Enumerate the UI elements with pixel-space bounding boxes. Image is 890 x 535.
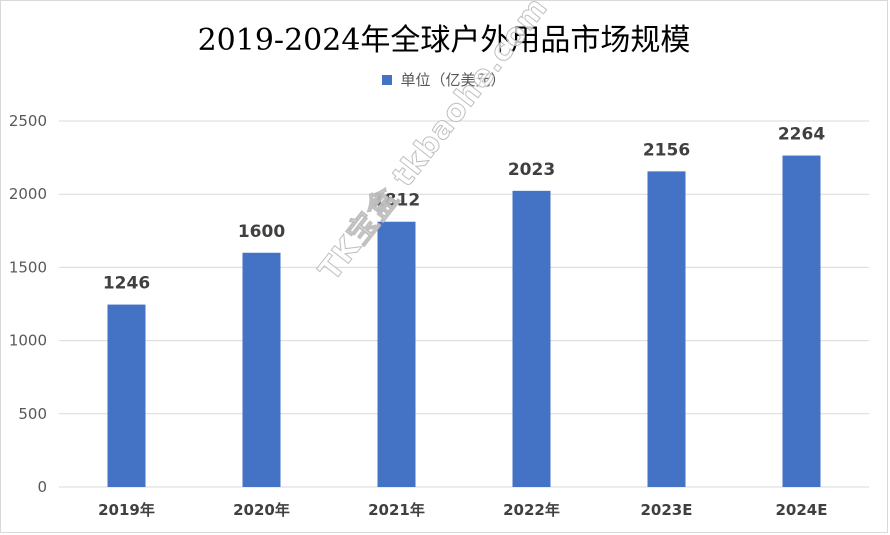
data-label: 2023 (508, 160, 555, 180)
data-label: 1600 (238, 222, 285, 242)
chart-legend: 单位（亿美元） (1, 69, 887, 90)
x-category-label: 2024E (776, 501, 828, 519)
y-tick-label: 0 (37, 478, 47, 496)
data-label: 2264 (778, 125, 825, 145)
x-category-label: 2020年 (233, 501, 290, 519)
legend-swatch (382, 74, 393, 85)
data-label: 1246 (103, 274, 150, 294)
bar (782, 155, 821, 487)
x-category-label: 2019年 (98, 501, 155, 519)
y-tick-label: 500 (18, 405, 47, 423)
data-label: 2156 (643, 140, 690, 160)
x-axis-categories: 2019年 2020年 2021年 2022年 2023E 2024E (98, 501, 827, 519)
gridlines (59, 120, 869, 488)
x-category-label: 2022年 (503, 501, 560, 519)
bar (377, 221, 416, 487)
y-axis-ticks: 0 500 1000 1500 2000 2500 (9, 112, 47, 496)
y-tick-label: 2000 (9, 185, 47, 203)
bar (512, 190, 551, 487)
data-labels: 1246 1600 1812 2023 2156 2264 (103, 125, 825, 294)
bar (107, 304, 146, 487)
bars (107, 155, 821, 487)
y-tick-label: 1000 (9, 332, 47, 350)
y-tick-label: 1500 (9, 258, 47, 276)
y-tick-label: 2500 (9, 112, 47, 130)
bar (647, 171, 686, 487)
bar (242, 252, 281, 487)
x-category-label: 2021年 (368, 501, 425, 519)
legend-label: 单位（亿美元） (400, 71, 506, 89)
chart-title: 2019-2024年全球户外用品市场规模 (197, 23, 691, 58)
x-category-label: 2023E (641, 501, 693, 519)
data-label: 1812 (373, 191, 420, 211)
